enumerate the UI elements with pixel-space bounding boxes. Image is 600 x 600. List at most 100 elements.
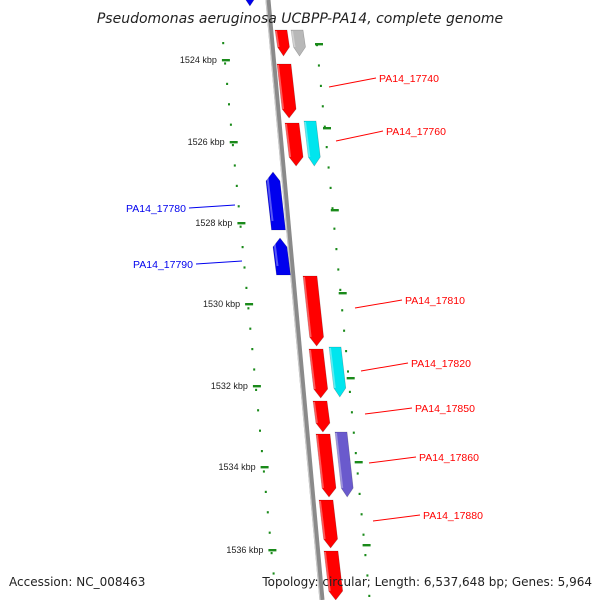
forward-cds-arrow-highlight <box>277 64 285 110</box>
minor-tick <box>356 472 359 475</box>
forward-cds-arrow <box>276 63 297 119</box>
minor-tick <box>245 286 248 289</box>
reverse-cds-arrow <box>245 0 255 7</box>
minor-tick <box>354 452 357 455</box>
gene-labels: PA14_17740 PA14_17760 PA14_17780 PA14_17790… <box>126 73 483 522</box>
minor-tick <box>352 431 355 434</box>
forward-cds-arrow-highlight <box>313 401 318 424</box>
forward-cds-arrow <box>284 122 304 167</box>
misc-feature-arrow <box>334 431 354 498</box>
forward-cds-arrow <box>312 400 331 433</box>
minor-tick <box>317 64 320 67</box>
major-tick <box>346 377 355 380</box>
gene-leader-line <box>328 77 377 88</box>
minor-tick <box>348 390 351 393</box>
gene-leader-line <box>335 130 384 142</box>
minor-tick <box>319 84 322 87</box>
rna-feature-arrow-highlight <box>304 121 311 158</box>
gene-leader-line <box>368 456 417 464</box>
minor-tick <box>321 105 324 108</box>
gene-leader-line <box>354 299 403 309</box>
major-tick <box>330 209 339 212</box>
minor-tick <box>325 146 328 149</box>
minor-tick <box>257 409 260 412</box>
minor-tick <box>249 327 252 330</box>
major-tick <box>354 461 363 464</box>
minor-tick <box>337 268 340 271</box>
minor-tick <box>360 513 363 516</box>
genome-backbone <box>265 0 325 600</box>
minor-tick <box>264 490 267 493</box>
gene-label: PA14_17880 <box>423 510 483 522</box>
major-tick <box>323 127 331 130</box>
minor-tick <box>358 492 361 495</box>
gene-leader-line <box>364 407 413 415</box>
gene-leader-line <box>372 514 421 522</box>
minor-tick <box>247 307 250 310</box>
minor-tick <box>362 533 365 536</box>
rna-feature-arrow-highlight <box>329 347 336 389</box>
gene-label: PA14_17790 <box>133 259 193 271</box>
gene-label: PA14_17850 <box>415 403 475 415</box>
major-tick <box>362 544 371 547</box>
minor-tick <box>259 429 261 432</box>
position-label: 1526 kbp <box>188 137 225 147</box>
forward-cds-arrow-highlight <box>319 500 326 540</box>
forward-cds-arrow <box>315 433 337 498</box>
major-tick <box>338 292 347 295</box>
rna-feature-arrow <box>303 120 321 167</box>
forward-cds-arrow <box>274 29 290 57</box>
position-labels: 1524 kbp 1526 kbp 1528 kbp 1530 kbp 1532 kbp… <box>180 55 264 555</box>
minor-tick <box>350 411 353 414</box>
gene-leader-line <box>188 204 236 209</box>
minor-tick <box>323 125 326 128</box>
major-tick <box>229 141 238 144</box>
minor-tick <box>339 288 342 291</box>
minor-tick <box>266 511 269 514</box>
map-title: Pseudomonas aeruginosa UCBPP-PA14, compl… <box>97 11 503 27</box>
gene-leader-line <box>195 260 243 265</box>
gene-label: PA14_17810 <box>405 295 465 307</box>
minor-tick <box>222 42 225 45</box>
major-tick <box>315 43 323 46</box>
feature-track <box>245 0 354 600</box>
minor-tick <box>229 123 232 126</box>
minor-tick <box>364 554 367 557</box>
reverse-cds-arrow <box>272 237 291 276</box>
minor-tick <box>333 227 336 230</box>
major-tick <box>221 59 230 62</box>
outer-tick-track <box>315 43 371 597</box>
gene-label: PA14_17740 <box>379 73 439 85</box>
minor-tick <box>262 470 265 473</box>
position-label: 1530 kbp <box>203 299 240 309</box>
inner-tick-track <box>221 42 277 575</box>
minor-tick <box>251 348 254 351</box>
minor-tick <box>368 594 371 597</box>
minor-tick <box>224 62 227 65</box>
minor-tick <box>347 370 349 373</box>
forward-cds-arrow <box>302 275 324 347</box>
gene-label: PA14_17760 <box>386 126 446 138</box>
position-label: 1534 kbp <box>219 462 256 472</box>
forward-cds-arrow <box>318 499 338 549</box>
minor-tick <box>239 225 242 228</box>
forward-cds-arrow <box>308 348 329 399</box>
major-tick <box>245 303 254 306</box>
misc-feature-arrow-highlight <box>335 432 344 489</box>
major-tick <box>237 222 246 225</box>
minor-tick <box>270 552 273 555</box>
minor-tick <box>235 184 238 187</box>
minor-tick <box>272 572 275 575</box>
minor-tick <box>345 350 348 353</box>
minor-tick <box>253 368 256 371</box>
position-label: 1536 kbp <box>226 545 263 555</box>
backbone-line <box>265 0 325 600</box>
forward-cds-arrow-highlight <box>324 551 331 592</box>
minor-tick <box>335 248 338 251</box>
minor-tick <box>241 246 244 249</box>
gene-label: PA14_17820 <box>411 358 471 370</box>
forward-cds-arrow-highlight <box>275 30 280 48</box>
gene-label: PA14_17780 <box>126 203 186 215</box>
rna-feature-arrow <box>328 346 347 398</box>
minor-tick <box>260 450 263 453</box>
